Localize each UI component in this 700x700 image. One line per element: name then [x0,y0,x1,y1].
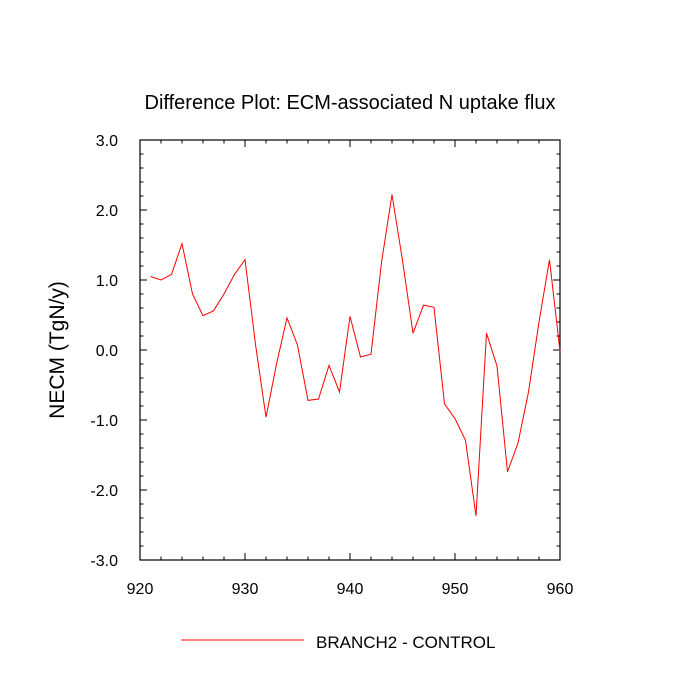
y-tick-label: 1.0 [96,273,118,290]
y-axis-label: NECM (TgN/y) [46,281,69,419]
chart-title: Difference Plot: ECM-associated N uptake… [145,92,556,114]
axes-group: 920 930 940 950 960 -3.0 -2.0 -1.0 0.0 1.0 2.0 3.0 [90,133,573,598]
x-tick-label: 930 [232,581,259,598]
y-tick-label: 2.0 [96,203,118,220]
y-tick-label: 3.0 [96,133,118,150]
y-tick-label: -1.0 [90,413,118,430]
series-line [150,194,561,516]
x-tick-label: 920 [127,581,154,598]
legend-label: BRANCH2 - CONTROL [316,633,495,652]
y-tick-label: -3.0 [90,553,118,570]
x-tick-label: 960 [547,581,574,598]
y-tick-label: 0.0 [96,343,118,360]
x-tick-label: 950 [442,581,469,598]
x-tick-label: 940 [337,581,364,598]
legend: BRANCH2 - CONTROL [181,633,495,652]
series-group [150,194,561,516]
y-tick-label: -2.0 [90,483,118,500]
